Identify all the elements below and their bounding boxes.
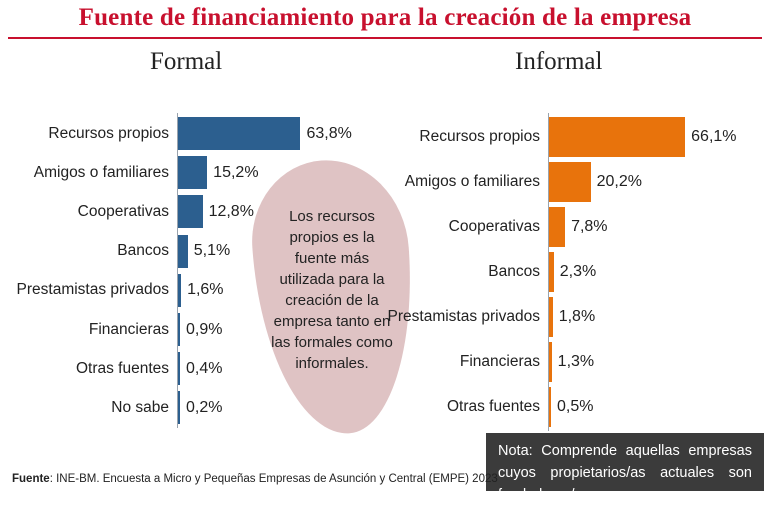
bar: [178, 273, 182, 307]
value-label: 1,6%: [187, 281, 224, 299]
category-label: Cooperativas: [448, 218, 540, 235]
category-label: Amigos o familiares: [404, 173, 540, 190]
bar: [178, 234, 188, 268]
chart-title: Fuente de financiamiento para la creació…: [78, 4, 692, 31]
category-label: Prestamistas privados: [387, 308, 540, 325]
chart-axis: [548, 113, 549, 431]
bar: [178, 391, 180, 425]
value-label: 66,1%: [691, 128, 737, 145]
formal-panel-title: Formal: [150, 48, 223, 75]
bar: [549, 207, 566, 247]
value-label: 0,2%: [186, 398, 223, 416]
value-label: 1,3%: [557, 353, 595, 370]
category-label: Otras fuentes: [75, 359, 169, 377]
value-label: 2,3%: [559, 263, 597, 280]
value-label: 0,9%: [186, 320, 223, 338]
bar: [178, 156, 208, 190]
source-text: : INE-BM. Encuesta a Micro y Pequeñas Em…: [49, 473, 498, 485]
bar: [549, 162, 591, 202]
category-label: Recursos propios: [48, 124, 169, 142]
value-label: 20,2%: [596, 173, 642, 190]
value-label: 1,8%: [558, 308, 596, 325]
bar: [549, 117, 686, 157]
chart-axis: [177, 113, 178, 429]
note-box: Nota: Comprende aquellas empresas cuyos …: [486, 433, 764, 503]
category-label: Financieras: [88, 320, 169, 338]
value-label: 0,5%: [557, 398, 594, 415]
category-label: Prestamistas privados: [16, 281, 169, 299]
value-label: 12,8%: [208, 202, 254, 220]
category-label: Financieras: [459, 353, 540, 370]
category-label: Recursos propios: [419, 128, 540, 145]
bar: [549, 297, 553, 337]
value-label: 0,4%: [186, 359, 223, 377]
value-label: 15,2%: [213, 163, 259, 181]
bar: [178, 117, 301, 150]
value-label: 63,8%: [306, 124, 352, 142]
title-divider: [8, 37, 762, 39]
source-note: Fuente: INE-BM. Encuesta a Micro y Peque…: [12, 473, 498, 485]
category-label: Cooperativas: [77, 202, 169, 220]
callout-text: Los recursos propios es la fuente más ut…: [271, 208, 393, 372]
source-label: Fuente: [12, 473, 50, 485]
bar: [549, 252, 554, 292]
category-label: Bancos: [117, 242, 169, 260]
category-label: Otras fuentes: [446, 398, 540, 415]
category-label: Bancos: [488, 263, 540, 280]
bar: [178, 313, 180, 346]
value-label: 5,1%: [193, 242, 231, 260]
bar: [549, 342, 552, 382]
informal-panel-title: Informal: [515, 48, 603, 75]
category-label: No sabe: [111, 398, 169, 416]
category-label: Amigos o familiares: [33, 163, 169, 181]
bar: [549, 387, 551, 427]
bar: [178, 195, 203, 229]
bar: [178, 352, 180, 386]
value-label: 7,8%: [571, 218, 608, 235]
